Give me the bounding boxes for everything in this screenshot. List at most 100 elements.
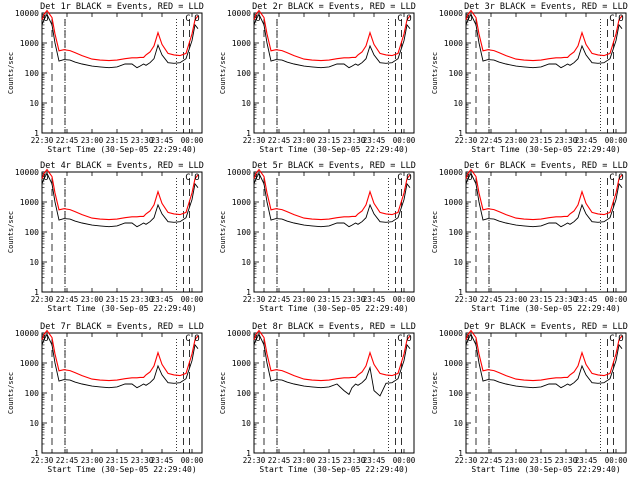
series-line-lld: [253, 168, 411, 221]
panel-title: Det 6r BLACK = Events, RED = LLD: [464, 161, 628, 171]
y-tick-label: 100: [449, 228, 464, 237]
x-tick-label: 23:15: [106, 136, 129, 145]
x-tick-label: 23:30: [131, 136, 154, 145]
x-tick-label: 22:30: [455, 295, 478, 304]
x-tick-label: 23:15: [530, 136, 553, 145]
x-tick-label: 23:00: [81, 456, 104, 465]
x-tick-label: 22:30: [31, 295, 54, 304]
x-tick-label: 23:45: [363, 295, 386, 304]
x-tick-label: 23:30: [131, 456, 154, 465]
x-tick-label: 22:30: [243, 295, 266, 304]
x-tick-label: 23:00: [293, 136, 316, 145]
panel-title: Det 2r BLACK = Events, RED = LLD: [252, 2, 416, 12]
y-tick-label: 1: [246, 449, 251, 458]
y-tick-label: 10: [453, 419, 463, 428]
panel-title: Det 4r BLACK = Events, RED = LLD: [40, 161, 204, 171]
series-line-events: [41, 172, 199, 228]
x-tick-label: 22:45: [480, 295, 503, 304]
x-tick-label: 22:45: [56, 136, 79, 145]
x-tick-label: 00:00: [181, 136, 204, 145]
x-tick-label: 23:45: [363, 456, 386, 465]
y-tick-label: 1000: [232, 359, 251, 368]
y-tick-label: 1: [34, 449, 39, 458]
x-tick-label: 22:45: [480, 456, 503, 465]
corner-mark: C: [397, 173, 402, 183]
y-tick-label: 10: [29, 99, 39, 108]
x-tick-label: 23:00: [293, 456, 316, 465]
panel-title: Det 7r BLACK = Events, RED = LLD: [40, 322, 204, 332]
series-line-lld: [465, 329, 623, 382]
y-tick-label: 1: [34, 129, 39, 138]
y-tick-label: 10: [453, 258, 463, 267]
corner-mark: O: [255, 334, 260, 344]
panel-title: Det 3r BLACK = Events, RED = LLD: [464, 2, 628, 12]
corner-mark: C: [185, 14, 190, 24]
y-axis-label: Counts/sec: [431, 52, 439, 94]
x-tick-label: 22:45: [56, 295, 79, 304]
panel-det-3: Det 3r BLACK = Events, RED = LLD 1 10 100 10…: [431, 2, 628, 154]
x-tick-label: 22:30: [455, 456, 478, 465]
panel-det-7: Det 7r BLACK = Events, RED = LLD 1 10 100 10…: [7, 322, 204, 474]
panel-det-9: Det 9r BLACK = Events, RED = LLD 1 10 100 10…: [431, 322, 628, 474]
x-tick-label: 23:30: [343, 136, 366, 145]
x-tick-label: 22:30: [455, 136, 478, 145]
series-line-events: [465, 172, 623, 228]
corner-mark: O: [43, 334, 48, 344]
y-tick-label: 10000: [15, 9, 39, 18]
y-tick-label: 100: [237, 228, 252, 237]
corner-mark: O: [618, 334, 623, 344]
y-tick-label: 100: [237, 389, 252, 398]
x-tick-label: 00:00: [181, 456, 204, 465]
plot-frame: [253, 171, 415, 293]
x-tick-label: 00:00: [393, 136, 416, 145]
y-tick-label: 1000: [444, 198, 463, 207]
x-axis-label: Start Time (30-Sep-05 22:29:40): [471, 465, 620, 474]
corner-mark: O: [194, 14, 199, 24]
x-tick-label: 23:45: [575, 136, 598, 145]
y-tick-label: 1000: [20, 359, 39, 368]
x-tick-label: 22:45: [268, 136, 291, 145]
panel-title: Det 8r BLACK = Events, RED = LLD: [252, 322, 416, 332]
y-tick-label: 1000: [444, 39, 463, 48]
series-line-lld: [465, 9, 623, 62]
x-tick-label: 23:45: [151, 456, 174, 465]
x-tick-label: 23:00: [81, 136, 104, 145]
panel-det-1: Det 1r BLACK = Events, RED = LLD 1 10 100 10…: [7, 2, 204, 154]
corner-mark: O: [467, 14, 472, 24]
plot-frame: [41, 332, 203, 454]
x-tick-label: 00:00: [181, 295, 204, 304]
x-axis-label: Start Time (30-Sep-05 22:29:40): [47, 465, 196, 474]
y-tick-label: 1: [458, 129, 463, 138]
y-tick-label: 1: [246, 288, 251, 297]
series-line-events: [253, 172, 411, 228]
y-axis-label: Counts/sec: [219, 52, 227, 94]
x-tick-label: 23:45: [151, 136, 174, 145]
y-tick-label: 10000: [227, 329, 251, 338]
x-tick-label: 23:30: [343, 456, 366, 465]
corner-mark: O: [194, 173, 199, 183]
corner-mark: O: [467, 334, 472, 344]
x-tick-label: 23:30: [131, 295, 154, 304]
series-line-events: [465, 13, 623, 69]
corner-mark: C: [609, 173, 614, 183]
plot-frame: [41, 12, 203, 134]
x-tick-label: 00:00: [605, 295, 628, 304]
plot-frame: [465, 12, 627, 134]
corner-mark: O: [406, 334, 411, 344]
y-tick-label: 1000: [444, 359, 463, 368]
series-line-lld: [253, 9, 411, 62]
y-tick-label: 10000: [439, 329, 463, 338]
series-line-lld: [253, 329, 411, 382]
panel-det-2: Det 2r BLACK = Events, RED = LLD 1 10 100 10…: [219, 2, 416, 154]
x-axis-label: Start Time (30-Sep-05 22:29:40): [259, 465, 408, 474]
series-line-lld: [41, 329, 199, 382]
y-tick-label: 10: [241, 258, 251, 267]
y-tick-label: 10: [29, 419, 39, 428]
x-tick-label: 00:00: [605, 136, 628, 145]
y-axis-label: Counts/sec: [219, 372, 227, 414]
x-tick-label: 23:45: [151, 295, 174, 304]
x-tick-label: 23:45: [575, 295, 598, 304]
panel-title: Det 1r BLACK = Events, RED = LLD: [40, 2, 204, 12]
y-tick-label: 100: [237, 69, 252, 78]
